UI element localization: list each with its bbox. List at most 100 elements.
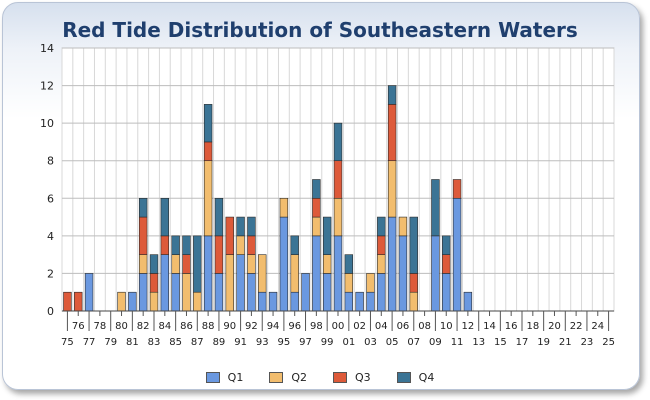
x-tick-label: 87 <box>191 337 204 348</box>
x-tick-label: 99 <box>321 337 334 348</box>
bar-q2-96 <box>290 254 299 293</box>
x-tick-label: 82 <box>137 321 150 332</box>
x-tick-label: 81 <box>126 337 139 348</box>
bar-q2-93 <box>258 254 267 293</box>
x-tick-label: 92 <box>245 321 258 332</box>
x-tick-label: 09 <box>429 337 442 348</box>
bar-q3-88 <box>203 141 213 162</box>
bar-q4-87 <box>193 235 202 293</box>
bar-q1-81 <box>128 291 137 312</box>
x-tick-label: 75 <box>61 337 74 348</box>
bar-q1-05 <box>387 216 397 312</box>
legend-label: Q3 <box>355 370 371 384</box>
bar-q1-01 <box>344 291 354 312</box>
bar-q2-99 <box>322 254 332 274</box>
bar-q1-97 <box>301 273 310 312</box>
legend-item-q1: Q1 <box>205 369 244 385</box>
bar-q3-89 <box>214 235 224 274</box>
bar-q2-00 <box>333 197 343 237</box>
bar-q2-92 <box>247 254 256 274</box>
bar-q1-94 <box>268 291 278 312</box>
bar-q1-89 <box>214 273 224 312</box>
x-tick-label: 11 <box>451 337 464 348</box>
legend-swatch <box>269 371 284 383</box>
bar-q2-80 <box>117 291 126 312</box>
bar-q2-90 <box>225 254 234 312</box>
x-tick-label: 95 <box>278 337 291 348</box>
bar-q4-92 <box>247 216 256 237</box>
x-tick-label: 14 <box>483 321 496 332</box>
bar-q2-83 <box>149 291 159 312</box>
y-tick-label: 2 <box>47 267 54 280</box>
legend-swatch <box>205 371 220 383</box>
x-tick-label: 24 <box>591 321 604 332</box>
chart-legend: Q1 Q2 Q3 Q4 <box>0 369 640 385</box>
bar-q2-85 <box>171 254 180 274</box>
legend-label: Q2 <box>291 370 307 384</box>
bar-q3-05 <box>387 104 397 162</box>
bar-q1-82 <box>138 273 148 312</box>
x-tick-label: 83 <box>148 337 161 348</box>
bar-q1-02 <box>355 291 364 312</box>
bar-q3-07 <box>409 273 418 293</box>
bar-q1-12 <box>463 291 473 312</box>
bar-q4-84 <box>160 197 170 237</box>
bar-q2-86 <box>182 273 191 312</box>
bar-q1-85 <box>171 273 180 312</box>
x-tick-label: 88 <box>202 321 215 332</box>
x-tick-label: 22 <box>570 321 583 332</box>
x-tick-label: 79 <box>104 337 117 348</box>
x-tick-label: 00 <box>332 321 345 332</box>
legend-item-q3: Q3 <box>333 369 371 385</box>
x-tick-label: 90 <box>223 321 236 332</box>
bar-q2-07 <box>409 291 418 312</box>
bar-q3-76 <box>74 291 83 312</box>
bar-q4-86 <box>182 235 191 255</box>
bar-q2-03 <box>366 273 375 293</box>
bar-q4-00 <box>333 122 343 162</box>
bar-q2-05 <box>387 160 397 218</box>
bar-q4-99 <box>322 216 332 255</box>
bar-q2-87 <box>193 291 202 312</box>
x-tick-label: 13 <box>472 337 485 348</box>
legend-label: Q1 <box>227 370 244 384</box>
chart-title: Red Tide Distribution of Southeastern Wa… <box>62 18 578 42</box>
bar-q2-88 <box>203 160 213 237</box>
x-tick-label: 03 <box>364 337 377 348</box>
x-tick-label: 17 <box>516 337 529 348</box>
x-tick-label: 97 <box>299 337 312 348</box>
bar-q3-75 <box>63 291 72 312</box>
bar-q3-83 <box>149 273 159 293</box>
bar-q4-07 <box>409 216 418 274</box>
bar-q1-00 <box>333 235 343 312</box>
bar-q4-89 <box>214 197 224 237</box>
bar-q1-93 <box>258 291 267 312</box>
bar-q1-03 <box>366 291 375 312</box>
bar-q3-98 <box>312 197 321 218</box>
y-tick-label: 0 <box>47 305 54 318</box>
bar-q2-98 <box>312 216 321 237</box>
bar-q1-77 <box>84 273 94 312</box>
x-tick-label: 08 <box>418 321 431 332</box>
y-tick-label: 4 <box>47 230 54 243</box>
bar-q3-04 <box>377 235 386 255</box>
bar-q4-88 <box>203 104 213 143</box>
bar-q3-10 <box>442 254 451 274</box>
y-tick-label: 8 <box>47 155 54 168</box>
x-tick-label: 07 <box>407 337 420 348</box>
x-tick-label: 85 <box>169 337 182 348</box>
x-tick-label: 96 <box>288 321 301 332</box>
bar-q2-01 <box>344 273 354 293</box>
x-tick-label: 77 <box>83 337 96 348</box>
bar-q4-82 <box>138 197 148 218</box>
x-tick-label: 76 <box>72 321 85 332</box>
bar-q1-99 <box>322 273 332 312</box>
bar-q1-09 <box>431 235 440 312</box>
bar-q4-09 <box>431 179 440 237</box>
bar-q3-84 <box>160 235 170 255</box>
x-tick-label: 78 <box>94 321 107 332</box>
bar-q4-10 <box>442 235 451 255</box>
bar-q4-04 <box>377 216 386 237</box>
x-tick-label: 93 <box>256 337 269 348</box>
x-tick-label: 15 <box>494 337 507 348</box>
